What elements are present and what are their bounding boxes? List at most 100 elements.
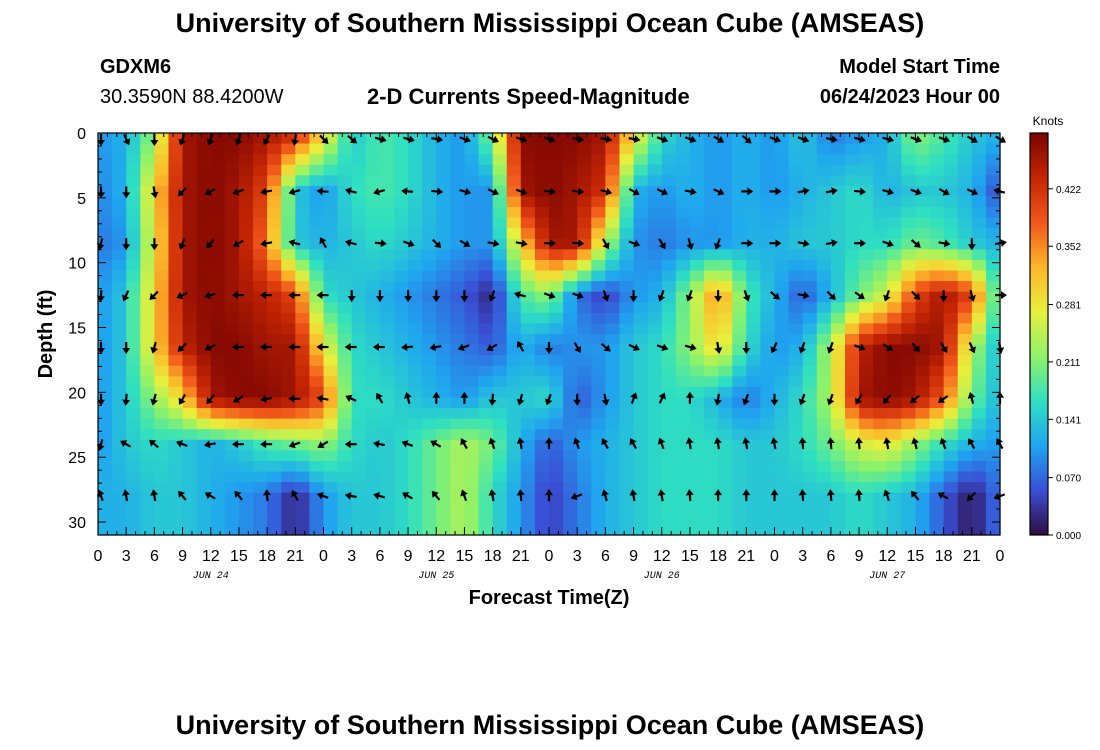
heat-cell	[957, 376, 973, 388]
heat-cell	[450, 460, 466, 473]
heat-cell	[393, 503, 409, 515]
heat-cell	[577, 429, 592, 441]
heat-cell	[718, 291, 733, 303]
heat-cell	[830, 270, 846, 282]
heat-cell	[478, 196, 494, 208]
heat-cell	[971, 249, 987, 261]
x-tick-label: 18	[258, 548, 276, 565]
heat-cell	[224, 281, 240, 293]
heat-cell	[704, 492, 719, 504]
heat-cell	[971, 482, 987, 494]
heat-cell	[492, 217, 508, 229]
heat-cell	[788, 133, 804, 145]
heat-cell	[478, 164, 494, 176]
heat-cell	[210, 281, 226, 293]
heat-cell	[873, 217, 888, 229]
heat-cell	[154, 291, 170, 303]
heat-cell	[98, 344, 113, 356]
heat-cell	[859, 513, 874, 526]
x-tick-label: 12	[653, 548, 671, 565]
heat-cell	[408, 376, 423, 388]
heat-cell	[689, 238, 705, 250]
current-arrow	[938, 135, 951, 144]
heat-cell	[985, 376, 1001, 388]
heat-cell	[605, 460, 621, 473]
heat-cell	[887, 143, 902, 155]
heat-cell	[154, 439, 170, 451]
heat-cell	[802, 460, 818, 473]
heat-cell	[464, 524, 480, 536]
heat-cell	[746, 503, 761, 515]
heat-cell	[210, 196, 226, 208]
heat-cell	[126, 175, 141, 187]
x-tick-label: 3	[347, 548, 356, 565]
heat-cell	[154, 154, 170, 166]
heat-cell	[238, 503, 254, 515]
heat-cell	[605, 429, 621, 441]
heat-cell	[253, 164, 268, 176]
heat-cell	[985, 397, 1001, 409]
heat-cell	[943, 238, 959, 250]
heat-cell	[577, 513, 592, 526]
heat-cell	[238, 513, 254, 526]
heat-cell	[238, 228, 254, 240]
heat-cell	[238, 133, 254, 145]
heat-cell	[549, 524, 564, 536]
heat-cell	[732, 185, 747, 198]
heat-cell	[393, 397, 409, 409]
heat-cell	[619, 471, 635, 483]
current-arrow	[742, 437, 751, 450]
heat-cell	[520, 228, 536, 240]
heat-cell	[520, 344, 536, 356]
heat-cell	[253, 429, 268, 441]
heat-cell	[591, 196, 606, 208]
heat-cell	[182, 133, 198, 145]
heat-cell	[281, 259, 296, 272]
heat-cell	[591, 133, 606, 145]
heat-cell	[633, 450, 649, 462]
heat-cell	[436, 524, 451, 536]
heat-cell	[844, 259, 860, 272]
heat-cell	[351, 207, 367, 219]
heat-cell	[436, 302, 451, 314]
heat-cell	[774, 249, 790, 261]
heat-cell	[168, 270, 184, 282]
heat-cell	[210, 228, 226, 240]
heat-cell	[591, 185, 606, 198]
heat-cell	[774, 429, 790, 441]
heat-cell	[746, 450, 761, 462]
heat-cell	[859, 524, 874, 536]
heat-cell	[647, 323, 663, 335]
heat-cell	[943, 164, 959, 176]
heat-cell	[379, 429, 395, 441]
heat-cell	[351, 397, 367, 409]
heat-cell	[816, 439, 832, 451]
current-arrow	[854, 239, 867, 248]
current-arrow	[316, 187, 329, 196]
heat-cell	[577, 196, 592, 208]
heat-cell	[365, 460, 381, 473]
heat-cell	[182, 196, 198, 208]
heat-cell	[365, 175, 381, 187]
heat-cell	[422, 439, 437, 451]
current-arrow	[97, 342, 105, 354]
heat-cell	[859, 450, 874, 462]
current-arrow	[882, 394, 892, 405]
heat-cell	[408, 524, 423, 536]
heat-cell	[422, 228, 437, 240]
heat-cell	[126, 302, 141, 314]
heat-cell	[844, 196, 860, 208]
heat-cell	[309, 249, 325, 261]
heat-cell	[788, 291, 804, 303]
heat-cell	[520, 133, 536, 145]
current-arrow	[658, 392, 666, 404]
heat-cell	[591, 312, 606, 325]
heat-cell	[704, 450, 719, 462]
heat-cell	[901, 259, 917, 272]
heat-cell	[323, 450, 339, 462]
heat-cell	[689, 365, 705, 377]
heat-cell	[943, 344, 959, 356]
heat-cell	[844, 291, 860, 303]
current-arrow	[995, 291, 1007, 300]
heat-cell	[267, 386, 282, 399]
